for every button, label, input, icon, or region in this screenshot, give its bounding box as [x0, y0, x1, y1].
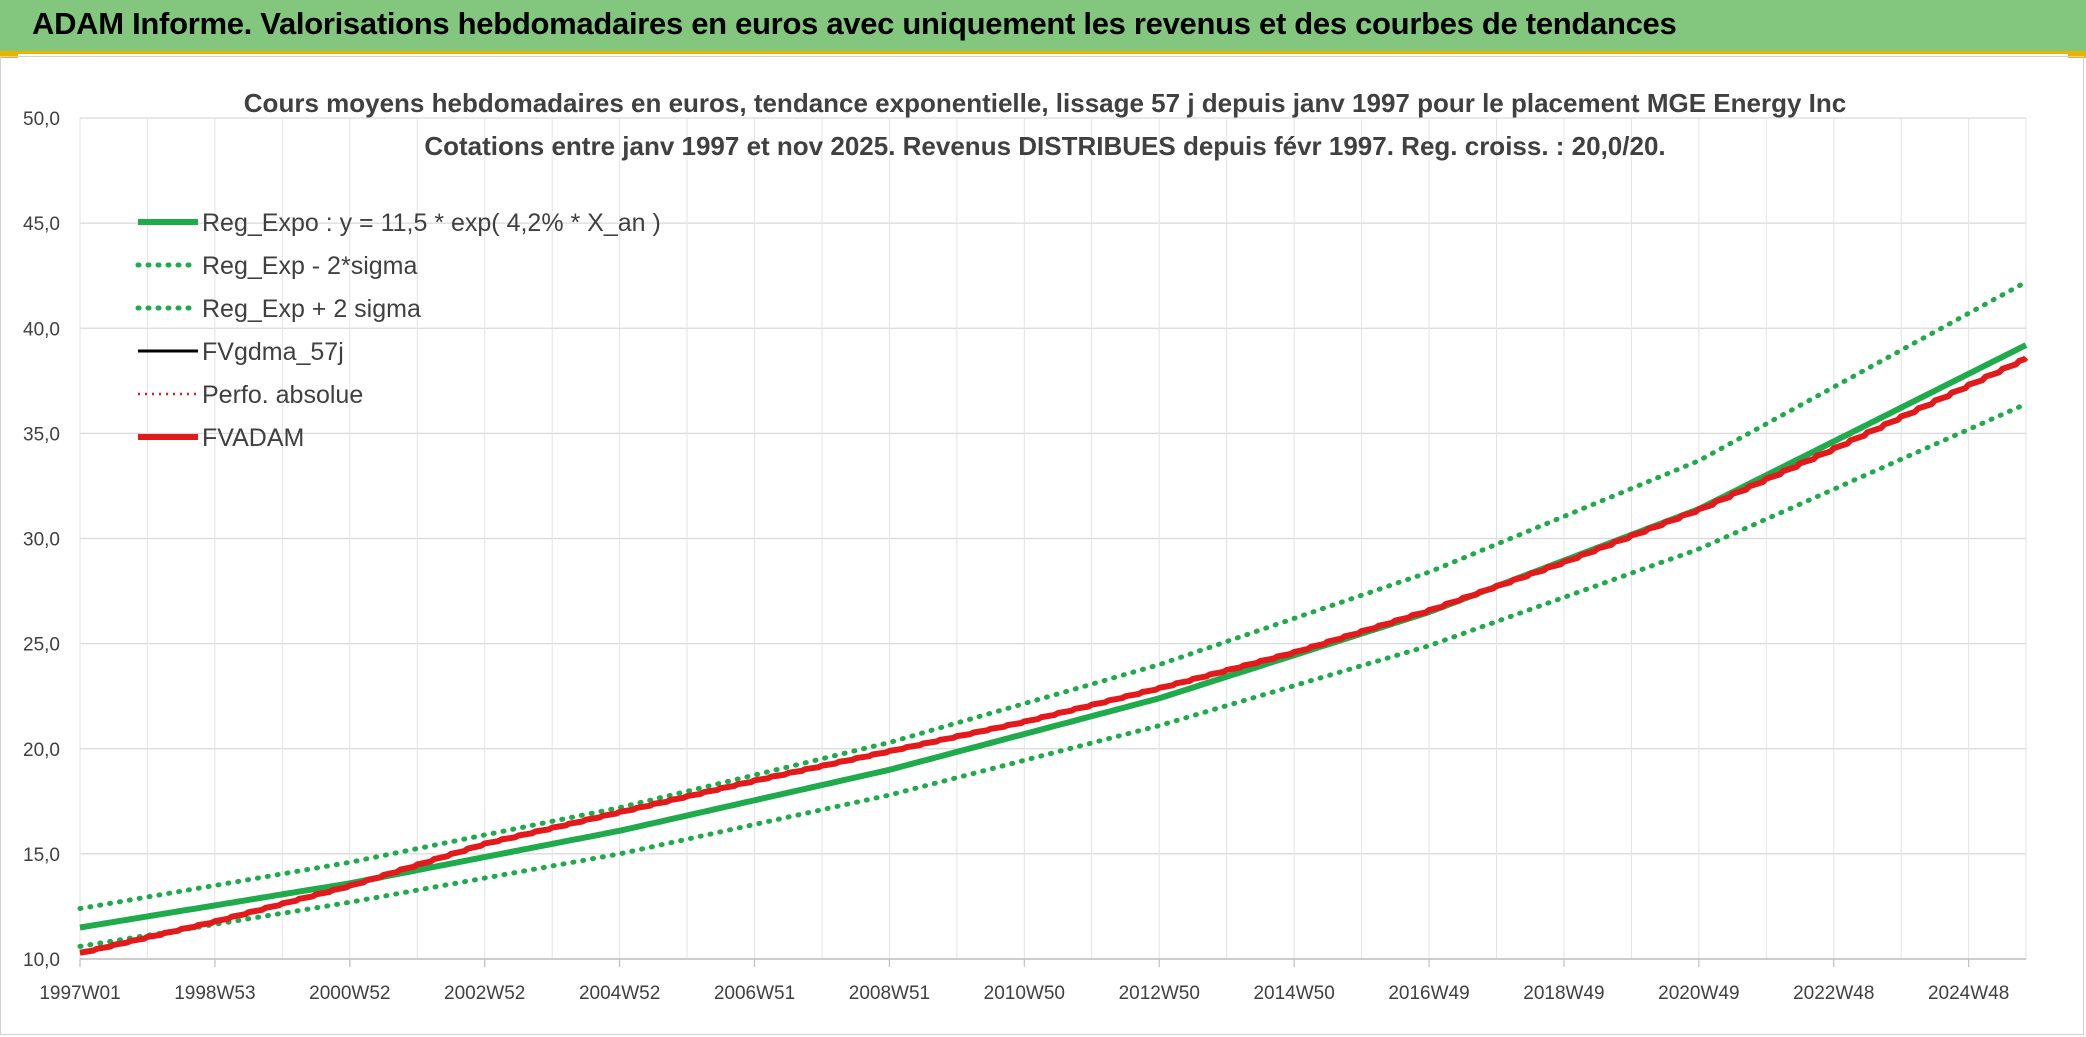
corner-accent-left [0, 52, 18, 58]
x-tick-label: 2006W51 [714, 983, 795, 1004]
x-tick-label: 2018W49 [1523, 983, 1604, 1004]
x-tick-label: 2000W52 [309, 983, 390, 1004]
y-tick-label: 25,0 [23, 635, 60, 656]
y-tick-label: 20,0 [23, 740, 60, 761]
y-tick-label: 10,0 [23, 950, 60, 971]
legend-label: Reg_Exp + 2 sigma [202, 295, 421, 323]
chart-subtitle: Cotations entre janv 1997 et nov 2025. R… [424, 131, 1665, 161]
y-tick-label: 50,0 [23, 109, 60, 130]
legend-label: FVgdma_57j [202, 338, 344, 366]
x-tick-label: 2020W49 [1658, 983, 1739, 1004]
y-tick-label: 15,0 [23, 845, 60, 866]
report-banner: ADAM Informe. Valorisations hebdomadaire… [0, 0, 2086, 54]
series-line-fvadam [79, 355, 2029, 956]
chart-title: Cours moyens hebdomadaires en euros, ten… [244, 88, 1846, 118]
corner-accent-right [2068, 52, 2086, 58]
x-tick-label: 2016W49 [1388, 983, 1469, 1004]
series-line-reg-expo-y-11-5-exp-4-2-x-an [79, 342, 2028, 931]
y-tick-label: 30,0 [23, 530, 60, 551]
series-line-reg-exp-2-sigma [77, 401, 2029, 949]
y-tick-label: 45,0 [23, 214, 60, 235]
x-tick-label: 2014W50 [1253, 983, 1334, 1004]
legend-label: Reg_Exp - 2*sigma [202, 252, 417, 280]
y-tick-label: 40,0 [23, 319, 60, 340]
x-tick-label: 2012W50 [1119, 983, 1200, 1004]
x-tick-label: 1998W53 [174, 983, 255, 1004]
series-line-perfo-absolue [79, 356, 2027, 954]
x-tick-label: 2002W52 [444, 983, 525, 1004]
legend-label: Reg_Expo : y = 11,5 * exp( 4,2% * X_an ) [202, 209, 661, 237]
series-line-reg-exp-2-sigma [77, 279, 2029, 911]
x-tick-label: 2004W52 [579, 983, 660, 1004]
legend-label: FVADAM [202, 424, 304, 452]
chart-frame [0, 56, 2084, 1035]
series-line-fvgdma-57j [79, 356, 2028, 955]
chart-grid [79, 117, 2027, 960]
x-tick-label: 1997W01 [39, 983, 120, 1004]
chart-legend: Reg_Expo : y = 11,5 * exp( 4,2% * X_an )… [135, 209, 661, 452]
legend-label: Perfo. absolue [202, 381, 363, 409]
chart-series [77, 279, 2029, 956]
x-tick-label: 2010W50 [984, 983, 1065, 1004]
x-axis: 1997W01 1998W53 2000W52 2002W52 2004W52 2006W… [39, 958, 2026, 1004]
x-tick-label: 2022W48 [1793, 983, 1874, 1004]
report-title: ADAM Informe. Valorisations hebdomadaire… [32, 6, 1677, 41]
y-axis: 10,0 15,0 20,0 25,0 30,0 35,0 40,0 45,0 50,0 [23, 109, 60, 971]
x-tick-label: 2024W48 [1928, 983, 2009, 1004]
y-tick-label: 35,0 [23, 424, 60, 445]
x-tick-label: 2008W51 [849, 983, 930, 1004]
